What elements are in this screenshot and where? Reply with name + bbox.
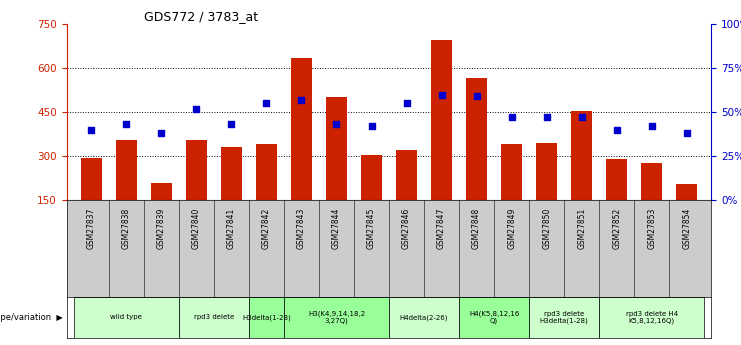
Text: GSM27847: GSM27847	[437, 208, 446, 249]
Bar	[571, 111, 592, 244]
FancyBboxPatch shape	[73, 297, 179, 338]
Bar	[606, 159, 628, 244]
Text: GSM27838: GSM27838	[122, 208, 130, 249]
Point	[505, 115, 517, 120]
Point	[156, 130, 167, 136]
Bar	[677, 184, 697, 244]
Bar	[466, 78, 487, 244]
Bar	[361, 155, 382, 244]
Text: GSM27853: GSM27853	[648, 208, 657, 249]
Text: H3(K4,9,14,18,2
3,27Q): H3(K4,9,14,18,2 3,27Q)	[308, 310, 365, 324]
Text: GSM27837: GSM27837	[87, 208, 96, 249]
Point	[611, 127, 622, 132]
Point	[541, 115, 553, 120]
Text: GSM27840: GSM27840	[192, 208, 201, 249]
Text: wild type: wild type	[110, 314, 142, 321]
Bar	[186, 140, 207, 244]
Bar	[431, 40, 452, 244]
FancyBboxPatch shape	[599, 297, 705, 338]
Bar	[81, 158, 102, 244]
Text: GSM27843: GSM27843	[297, 208, 306, 249]
Point	[190, 106, 202, 111]
Bar	[116, 140, 137, 244]
Text: rpd3 delete: rpd3 delete	[193, 314, 234, 321]
Bar	[326, 97, 347, 244]
Bar	[641, 164, 662, 244]
FancyBboxPatch shape	[529, 297, 599, 338]
FancyBboxPatch shape	[249, 297, 284, 338]
Bar	[536, 143, 557, 244]
Point	[120, 122, 132, 127]
Text: GSM27844: GSM27844	[332, 208, 341, 249]
Text: GSM27848: GSM27848	[472, 208, 481, 249]
Point	[330, 122, 342, 127]
Point	[296, 97, 308, 102]
Text: GSM27851: GSM27851	[577, 208, 586, 249]
Text: GDS772 / 3783_at: GDS772 / 3783_at	[144, 10, 258, 23]
FancyBboxPatch shape	[179, 297, 249, 338]
Text: rpd3 delete H4
K5,8,12,16Q): rpd3 delete H4 K5,8,12,16Q)	[625, 310, 678, 324]
Text: GSM27839: GSM27839	[157, 208, 166, 249]
Text: GSM27850: GSM27850	[542, 208, 551, 249]
Text: GSM27849: GSM27849	[507, 208, 516, 249]
Text: GSM27852: GSM27852	[612, 208, 621, 249]
Text: genotype/variation  ▶: genotype/variation ▶	[0, 313, 63, 322]
Text: H4(K5,8,12,16
Q): H4(K5,8,12,16 Q)	[469, 310, 519, 324]
Point	[681, 130, 693, 136]
FancyBboxPatch shape	[389, 297, 459, 338]
Point	[576, 115, 588, 120]
Bar	[150, 183, 172, 244]
Text: GSM27842: GSM27842	[262, 208, 271, 249]
Bar	[256, 144, 277, 244]
Text: GSM27845: GSM27845	[367, 208, 376, 249]
Point	[646, 124, 658, 129]
Text: H3delta(1-28): H3delta(1-28)	[242, 314, 290, 321]
Bar	[291, 58, 312, 244]
Point	[365, 124, 377, 129]
Point	[436, 92, 448, 97]
Text: GSM27854: GSM27854	[682, 208, 691, 249]
FancyBboxPatch shape	[459, 297, 529, 338]
FancyBboxPatch shape	[284, 297, 389, 338]
Bar	[221, 147, 242, 244]
Point	[225, 122, 237, 127]
Bar	[501, 144, 522, 244]
Point	[261, 101, 273, 106]
Bar	[396, 150, 417, 244]
Text: H4delta(2-26): H4delta(2-26)	[400, 314, 448, 321]
Text: GSM27846: GSM27846	[402, 208, 411, 249]
Text: GSM27841: GSM27841	[227, 208, 236, 249]
Text: rpd3 delete
H3delta(1-28): rpd3 delete H3delta(1-28)	[540, 310, 588, 324]
Point	[401, 101, 413, 106]
Point	[471, 93, 482, 99]
Point	[85, 127, 97, 132]
